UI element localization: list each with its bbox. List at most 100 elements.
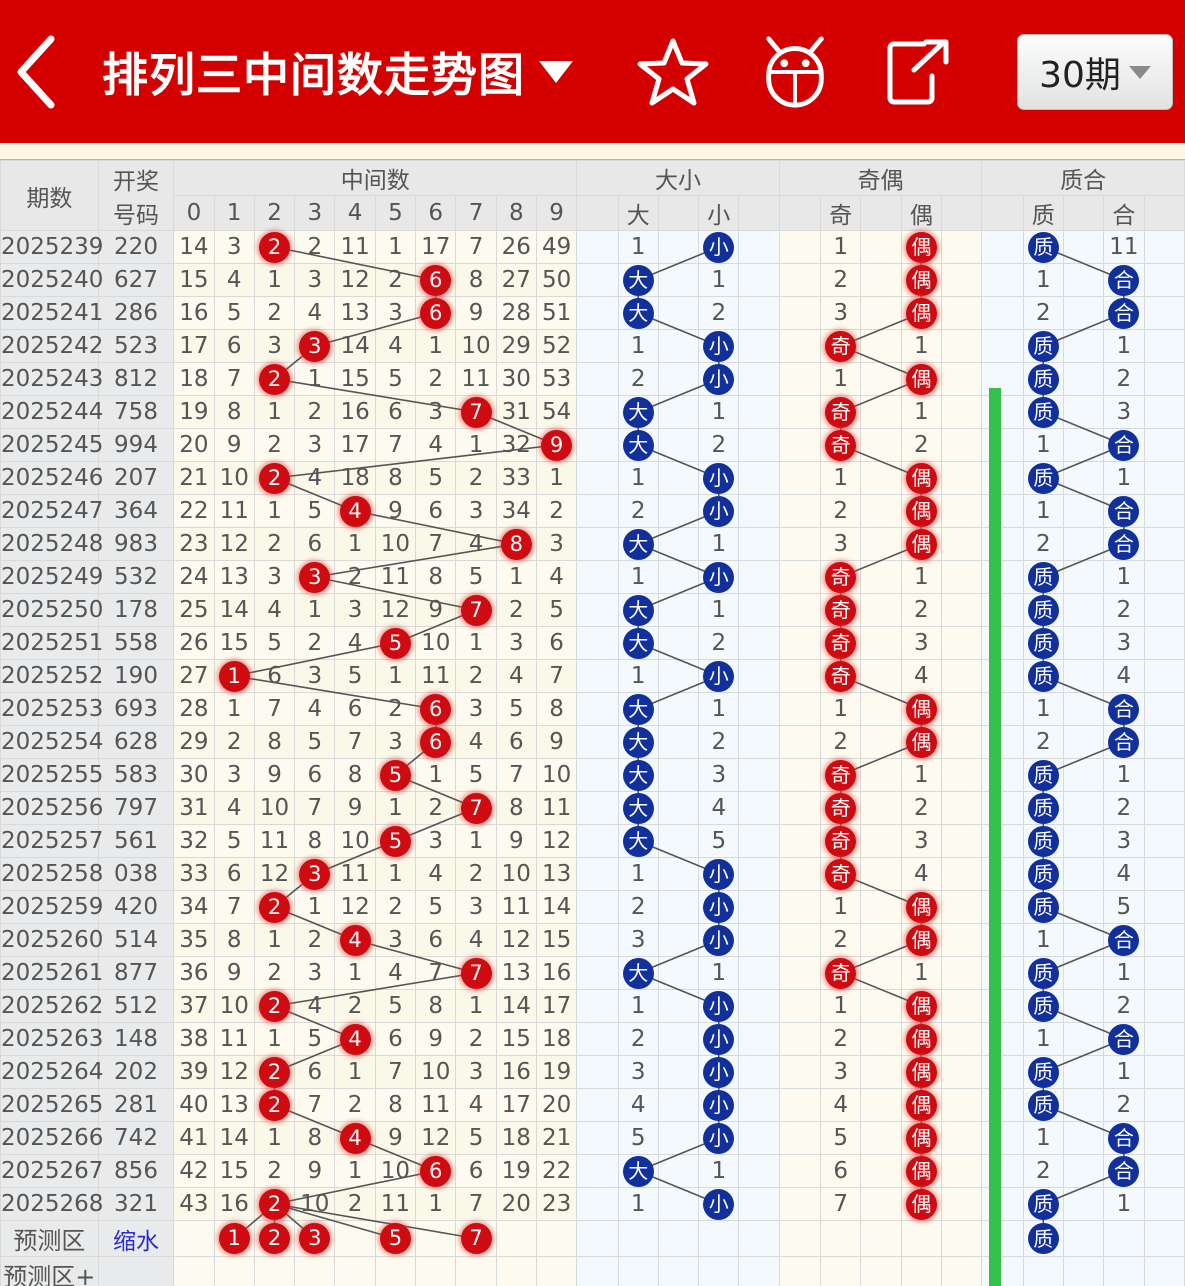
mid-miss-6[interactable]: 3 xyxy=(415,824,457,858)
mid-miss-1[interactable]: 13 xyxy=(213,1088,255,1122)
mid-miss-3[interactable]: 3 xyxy=(294,428,336,462)
parity-hit-偶[interactable]: 偶 xyxy=(900,1088,942,1122)
mid-hit-5[interactable]: 5 xyxy=(374,626,417,660)
mid-miss-2[interactable]: 5 xyxy=(253,626,296,660)
mid-miss-1[interactable]: 7 xyxy=(213,890,255,924)
size-miss-大[interactable]: 1 xyxy=(617,560,659,594)
mid-miss-7[interactable]: 8 xyxy=(455,263,497,297)
parity-miss-偶[interactable]: 3 xyxy=(900,626,942,660)
mid-miss-5[interactable]: 9 xyxy=(374,1121,417,1155)
prediction-pc-4[interactable] xyxy=(1143,1256,1185,1286)
mid-miss-2[interactable]: 6 xyxy=(253,659,296,693)
mid-miss-0[interactable]: 20 xyxy=(173,428,215,462)
size-hit-小[interactable]: 小 xyxy=(698,230,740,264)
mid-miss-7[interactable]: 2 xyxy=(455,1022,497,1056)
mid-miss-8[interactable]: 33 xyxy=(495,461,537,495)
mid-miss-6[interactable]: 6 xyxy=(415,494,457,528)
mid-miss-1[interactable]: 4 xyxy=(213,263,255,297)
mid-miss-6[interactable]: 5 xyxy=(415,461,457,495)
prediction-ball-5[interactable]: 5 xyxy=(374,1220,417,1257)
prime-miss-质[interactable]: 1 xyxy=(1022,923,1064,957)
prime-hit-合[interactable]: 合 xyxy=(1103,1154,1145,1188)
prime-hit-质[interactable]: 质 xyxy=(1022,1088,1064,1122)
title-group[interactable]: 排列三中间数走势图 xyxy=(102,39,573,105)
parity-hit-偶[interactable]: 偶 xyxy=(900,1154,942,1188)
parity-miss-奇[interactable]: 2 xyxy=(820,923,862,957)
parity-hit-偶[interactable]: 偶 xyxy=(900,527,942,561)
mid-miss-0[interactable]: 19 xyxy=(173,395,215,429)
prime-miss-质[interactable]: 1 xyxy=(1022,428,1064,462)
prime-hit-质[interactable]: 质 xyxy=(1022,791,1064,825)
col-parity-奇[interactable]: 奇 xyxy=(820,195,862,231)
size-miss-小[interactable]: 2 xyxy=(698,725,740,759)
prime-miss-合[interactable]: 2 xyxy=(1103,593,1145,627)
mid-miss-8[interactable]: 13 xyxy=(495,956,537,990)
mid-miss-3[interactable]: 6 xyxy=(294,1055,336,1089)
mid-miss-0[interactable]: 37 xyxy=(173,989,215,1023)
parity-miss-奇[interactable]: 5 xyxy=(820,1121,862,1155)
mid-miss-2[interactable]: 1 xyxy=(253,395,296,429)
prediction-oe-2[interactable] xyxy=(860,1220,902,1257)
size-hit-小[interactable]: 小 xyxy=(698,494,740,528)
mid-miss-3[interactable]: 6 xyxy=(294,758,336,792)
size-miss-小[interactable]: 2 xyxy=(698,626,740,660)
size-hit-大[interactable]: 大 xyxy=(617,1154,659,1188)
mid-miss-9[interactable]: 51 xyxy=(535,296,578,330)
size-miss-小[interactable]: 2 xyxy=(698,296,740,330)
parity-miss-奇[interactable]: 2 xyxy=(820,494,862,528)
prime-hit-质[interactable]: 质 xyxy=(1022,1055,1064,1089)
mid-miss-5[interactable]: 8 xyxy=(374,1088,417,1122)
mid-miss-7[interactable]: 11 xyxy=(455,362,497,396)
mid-miss-5[interactable]: 6 xyxy=(374,395,417,429)
prime-hit-质[interactable]: 质 xyxy=(1022,560,1064,594)
mid-miss-8[interactable]: 7 xyxy=(495,758,537,792)
prime-miss-合[interactable]: 1 xyxy=(1103,1187,1145,1221)
mid-miss-0[interactable]: 30 xyxy=(173,758,215,792)
prediction-empty-8[interactable] xyxy=(495,1256,537,1286)
prediction-empty-7[interactable] xyxy=(455,1256,497,1286)
mid-miss-1[interactable]: 10 xyxy=(213,461,255,495)
mid-miss-0[interactable]: 39 xyxy=(173,1055,215,1089)
mid-hit-6[interactable]: 6 xyxy=(415,725,457,759)
mid-miss-7[interactable]: 2 xyxy=(455,659,497,693)
mid-miss-7[interactable]: 2 xyxy=(455,461,497,495)
mid-miss-6[interactable]: 7 xyxy=(415,527,457,561)
mid-miss-5[interactable]: 1 xyxy=(374,230,417,264)
mid-miss-0[interactable]: 42 xyxy=(173,1154,215,1188)
mid-miss-8[interactable]: 28 xyxy=(495,296,537,330)
prime-miss-合[interactable]: 2 xyxy=(1103,1088,1145,1122)
size-hit-大[interactable]: 大 xyxy=(617,428,659,462)
mid-hit-4[interactable]: 4 xyxy=(334,494,376,528)
size-hit-小[interactable]: 小 xyxy=(698,1055,740,1089)
mid-miss-7[interactable]: 9 xyxy=(455,296,497,330)
prediction-ball-1[interactable]: 1 xyxy=(213,1220,255,1257)
size-miss-大[interactable]: 1 xyxy=(617,230,659,264)
star-icon[interactable] xyxy=(635,34,711,110)
mid-miss-9[interactable]: 5 xyxy=(535,593,578,627)
mid-miss-9[interactable]: 19 xyxy=(535,1055,578,1089)
mid-miss-0[interactable]: 14 xyxy=(173,230,215,264)
mid-miss-3[interactable]: 7 xyxy=(294,1088,336,1122)
mid-miss-7[interactable]: 10 xyxy=(455,329,497,363)
mid-miss-1[interactable]: 10 xyxy=(213,989,255,1023)
mid-miss-0[interactable]: 23 xyxy=(173,527,215,561)
size-hit-小[interactable]: 小 xyxy=(698,890,740,924)
parity-miss-奇[interactable]: 1 xyxy=(820,230,862,264)
table-row[interactable]: 2025239 220 14 3 2 2 11 1 17 7 26 49 1 小 1 偶质 11 xyxy=(0,230,1185,264)
prime-miss-质[interactable]: 1 xyxy=(1022,692,1064,726)
prediction-ds-0[interactable] xyxy=(576,1220,619,1257)
col-mid-1[interactable]: 1 xyxy=(213,195,255,231)
size-hit-大[interactable]: 大 xyxy=(617,593,659,627)
prime-hit-质[interactable]: 质 xyxy=(1022,1187,1064,1221)
prime-hit-合[interactable]: 合 xyxy=(1103,527,1145,561)
size-hit-小[interactable]: 小 xyxy=(698,362,740,396)
mid-hit-2[interactable]: 2 xyxy=(253,230,296,264)
table-row[interactable]: 2025247 364 22 11 1 5 4 9 6 3 34 2 2 小 2 偶 1 合 xyxy=(0,494,1185,528)
parity-miss-奇[interactable]: 4 xyxy=(820,1088,862,1122)
mid-miss-4[interactable]: 2 xyxy=(334,1088,376,1122)
prediction-oe-3[interactable] xyxy=(900,1220,942,1257)
mid-miss-7[interactable]: 1 xyxy=(455,428,497,462)
size-hit-小[interactable]: 小 xyxy=(698,659,740,693)
parity-hit-偶[interactable]: 偶 xyxy=(900,1022,942,1056)
mid-miss-1[interactable]: 16 xyxy=(213,1187,255,1221)
